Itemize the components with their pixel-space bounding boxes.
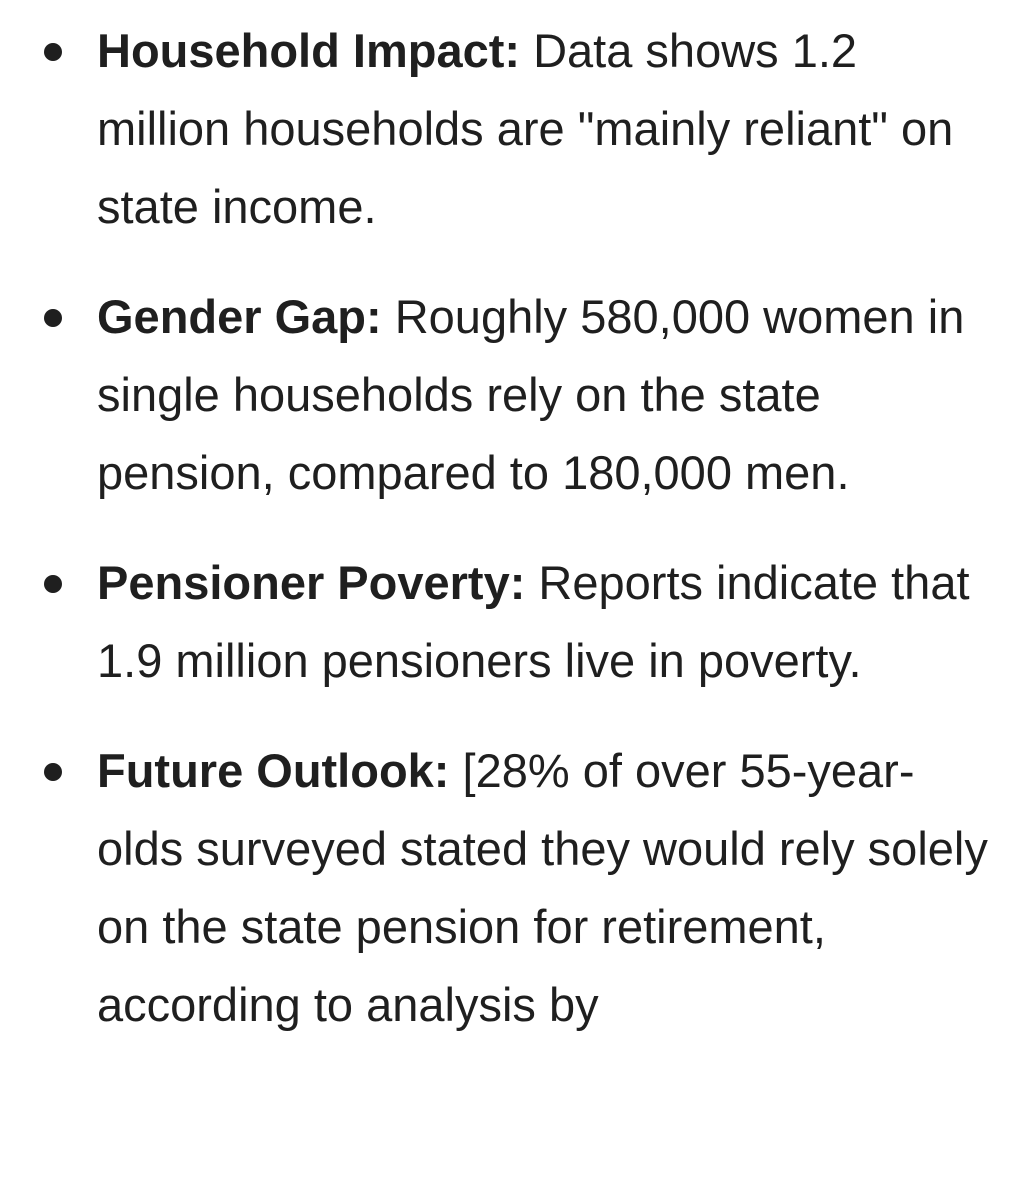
item-text: Reports indicate that 1.9 million pensio…	[97, 556, 970, 687]
bullet-dot-icon	[44, 309, 62, 327]
item-text: Data shows 1.2 million households are "m…	[97, 24, 954, 233]
bullet-dot-icon	[44, 763, 62, 781]
list-item-pensioner-poverty: Pensioner Poverty: Reports indicate that…	[0, 544, 1034, 700]
item-heading: Future Outlook:	[97, 744, 450, 797]
item-heading: Pensioner Poverty:	[97, 556, 526, 609]
bullet-dot-icon	[44, 575, 62, 593]
list-item-future-outlook: Future Outlook: [28% of over 55-year-old…	[0, 732, 1034, 1044]
item-heading: Gender Gap:	[97, 290, 382, 343]
item-text: [28% of over 55-year-olds surveyed state…	[97, 744, 988, 1031]
list-item-household-impact: Household Impact: Data shows 1.2 million…	[0, 12, 1034, 246]
item-heading: Household Impact:	[97, 24, 521, 77]
bullet-dot-icon	[44, 43, 62, 61]
item-text: Roughly 580,000 women in single househol…	[97, 290, 965, 499]
bullet-list: Household Impact: Data shows 1.2 million…	[0, 12, 1034, 1076]
list-item-gender-gap: Gender Gap: Roughly 580,000 women in sin…	[0, 278, 1034, 512]
bottom-crop-edge	[0, 1182, 1034, 1200]
